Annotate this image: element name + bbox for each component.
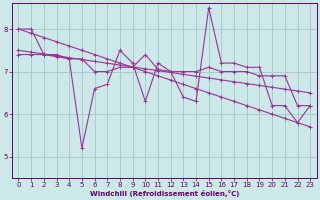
X-axis label: Windchill (Refroidissement éolien,°C): Windchill (Refroidissement éolien,°C) xyxy=(90,190,239,197)
